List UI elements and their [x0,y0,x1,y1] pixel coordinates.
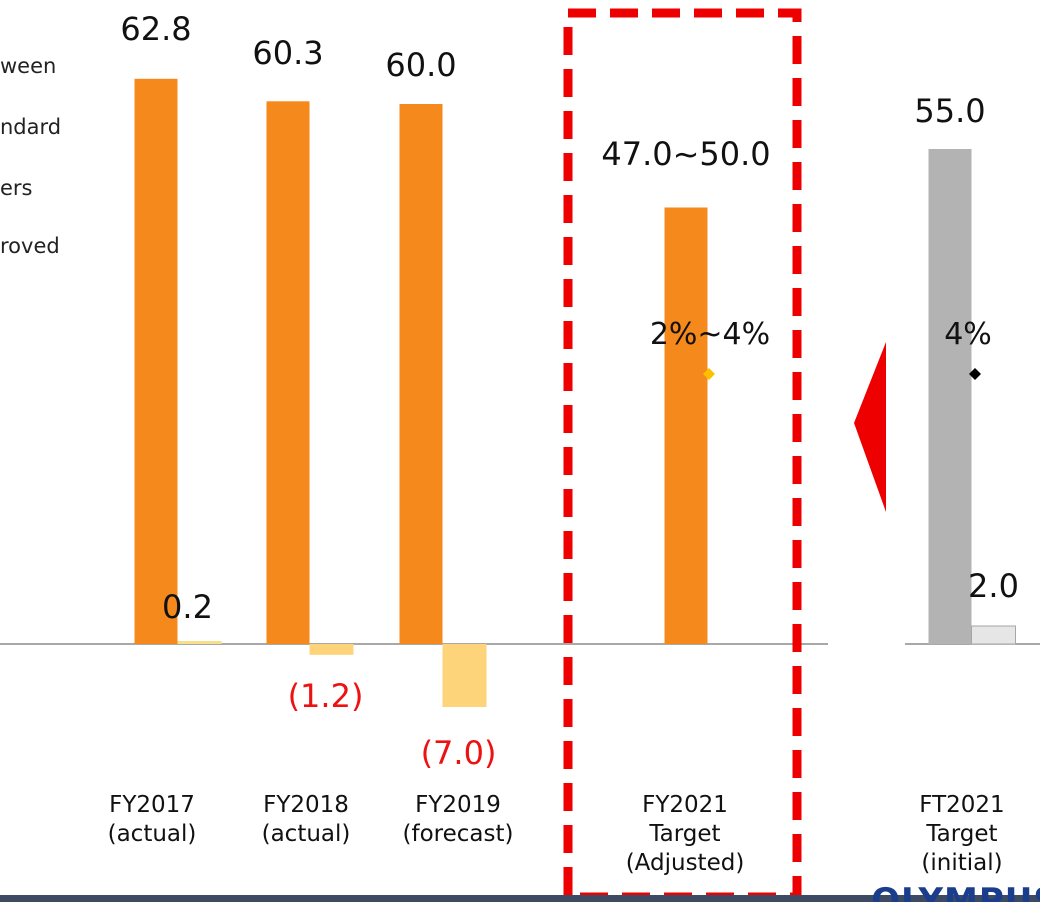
bar-negative-label: (1.2) [288,677,364,715]
bar-value-label: 62.8 [120,10,191,48]
bar-primary [266,101,310,645]
bar-secondary [971,625,1016,645]
side-note-2: ndard [0,115,62,139]
footer-bar [0,895,1040,902]
percent-label: 2%~4% [650,317,770,352]
bar-value-label: 2.0 [968,567,1019,605]
percent-marker [969,368,981,380]
category-label: Target [925,821,997,847]
olympus-logo: OLYMPUS [871,881,1040,902]
bar-primary [399,104,443,644]
bar-secondary [177,641,222,644]
percent-marker [703,368,715,380]
category-label: (actual) [108,821,197,847]
bar-primary [664,207,708,644]
bar-primary [928,149,972,644]
category-label: FT2021 [919,792,1004,818]
category-label: Target [648,821,720,847]
side-note-1: ween [0,54,57,78]
category-label: FY2021 [642,792,728,818]
bar-value-label: 55.0 [914,92,985,130]
bar-value-label: 60.0 [385,46,456,84]
category-label: FY2018 [263,792,349,818]
category-label: (Adjusted) [626,850,745,876]
arrow-left-icon [854,342,886,512]
category-label: FY2017 [109,792,195,818]
side-note-3: ers [0,176,33,200]
bar-primary [134,78,178,645]
bar-value-label: 60.3 [252,34,323,72]
side-note-4: roved [0,234,60,258]
bar-secondary [309,644,354,655]
category-label: (initial) [921,850,1002,876]
category-label: (forecast) [403,821,514,847]
bar-secondary [442,644,487,707]
category-label: FY2019 [415,792,501,818]
bar-value-label: 0.2 [162,588,213,626]
bar-negative-label: (7.0) [421,734,497,772]
percent-label: 4% [944,317,992,352]
category-label: (actual) [262,821,351,847]
bar-value-label: 47.0~50.0 [601,135,770,173]
